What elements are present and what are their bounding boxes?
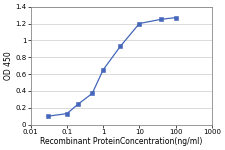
Y-axis label: OD 450: OD 450 bbox=[4, 51, 13, 80]
X-axis label: Recombinant ProteinConcentration(ng/ml): Recombinant ProteinConcentration(ng/ml) bbox=[40, 137, 202, 146]
